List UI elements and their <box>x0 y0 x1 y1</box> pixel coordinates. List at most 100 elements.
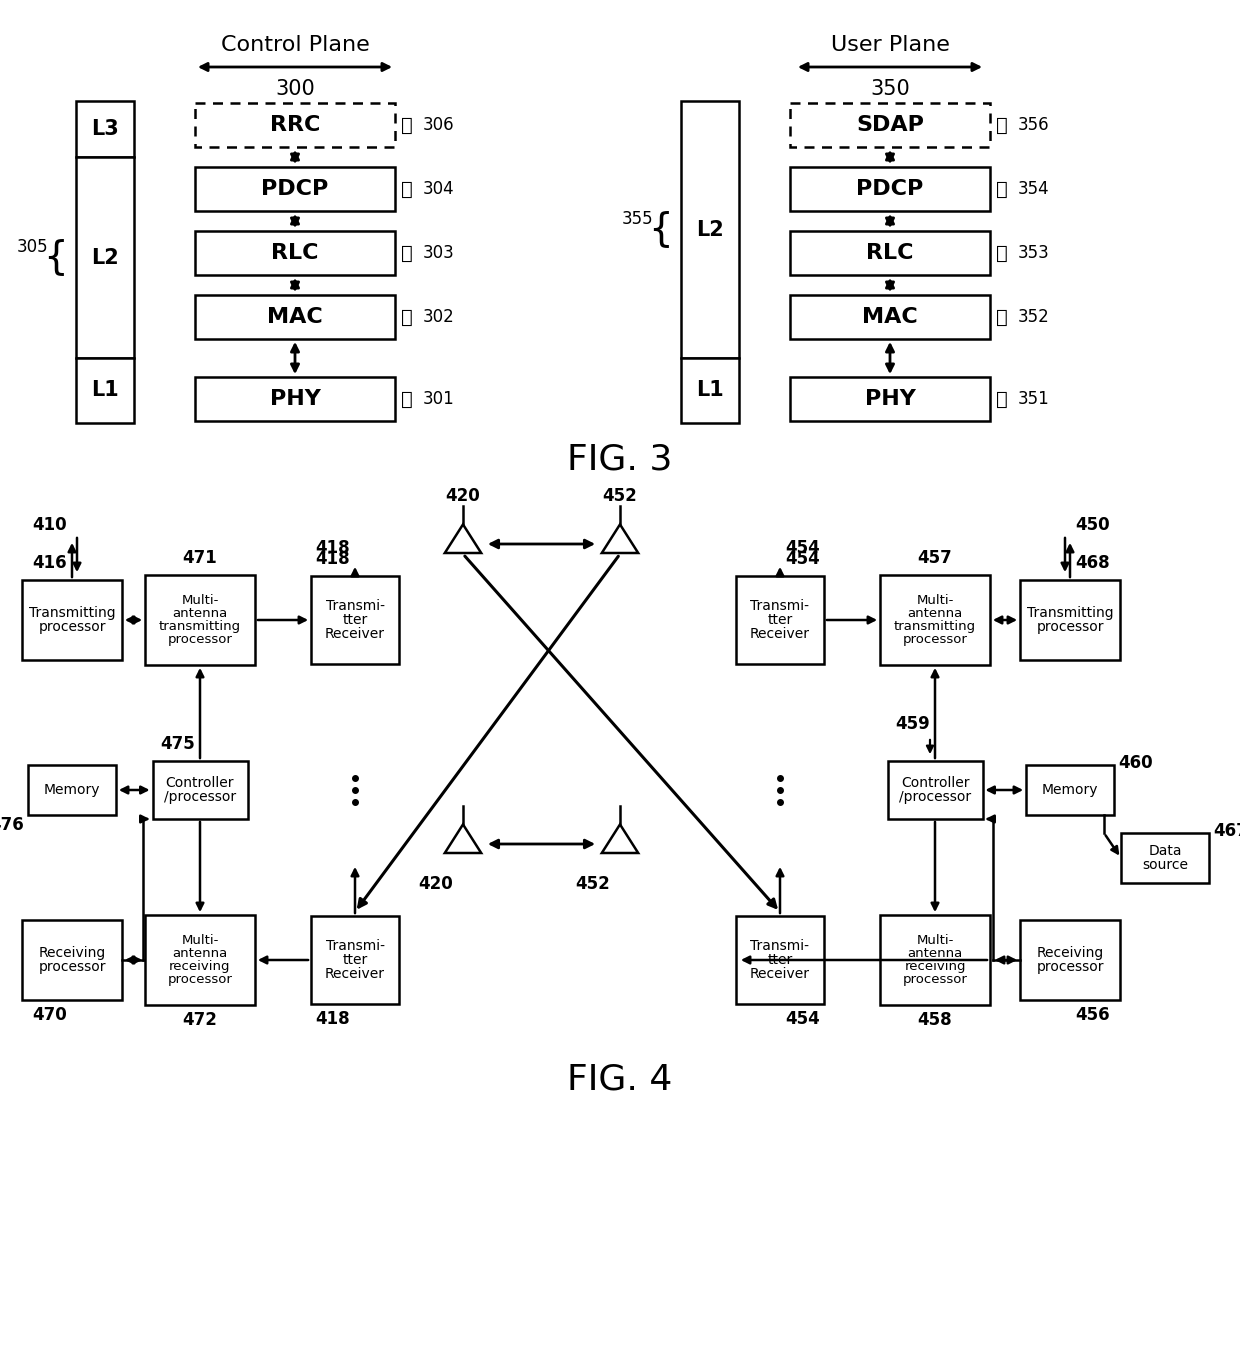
Text: ⸏: ⸏ <box>401 180 413 199</box>
Text: antenna: antenna <box>172 607 228 619</box>
Bar <box>790 168 990 211</box>
Text: 475: 475 <box>160 735 195 753</box>
Bar <box>76 358 134 423</box>
Text: /processor: /processor <box>899 790 971 804</box>
Text: antenna: antenna <box>908 607 962 619</box>
Text: ⸏: ⸏ <box>996 243 1008 262</box>
Text: PDCP: PDCP <box>857 178 924 199</box>
Text: 452: 452 <box>603 487 637 506</box>
Text: Receiver: Receiver <box>325 967 384 982</box>
Bar <box>737 917 825 1005</box>
Text: User Plane: User Plane <box>831 35 950 55</box>
Bar <box>737 576 825 664</box>
Text: Receiving: Receiving <box>38 946 105 960</box>
Text: 352: 352 <box>1018 308 1050 326</box>
Text: 355: 355 <box>621 211 653 228</box>
Text: receiving: receiving <box>904 960 966 973</box>
Text: 350: 350 <box>870 78 910 99</box>
Bar <box>76 101 134 157</box>
Text: Multi-: Multi- <box>916 933 954 946</box>
Text: L1: L1 <box>696 380 724 400</box>
Text: FIG. 3: FIG. 3 <box>568 442 672 476</box>
Text: Multi-: Multi- <box>916 594 954 607</box>
Text: tter: tter <box>342 953 367 967</box>
Bar <box>790 231 990 274</box>
Text: 302: 302 <box>423 308 455 326</box>
Text: PHY: PHY <box>269 389 320 410</box>
Bar <box>681 101 739 358</box>
Text: receiving: receiving <box>169 960 231 973</box>
Text: ⸏: ⸏ <box>996 307 1008 326</box>
Text: 420: 420 <box>445 487 480 506</box>
Bar <box>195 103 396 147</box>
Text: 452: 452 <box>575 875 610 894</box>
Text: MAC: MAC <box>862 307 918 327</box>
Text: ⸏: ⸏ <box>401 389 413 408</box>
Text: MAC: MAC <box>267 307 322 327</box>
Text: ⸏: ⸏ <box>996 115 1008 134</box>
Text: 457: 457 <box>918 549 952 566</box>
Bar <box>888 761 982 819</box>
Polygon shape <box>445 525 481 553</box>
Text: 410: 410 <box>32 516 67 534</box>
Text: 416: 416 <box>32 554 67 572</box>
Bar <box>681 358 739 423</box>
Text: Receiver: Receiver <box>750 967 810 982</box>
Text: 470: 470 <box>32 1006 67 1023</box>
Text: 351: 351 <box>1018 389 1050 408</box>
Text: Multi-: Multi- <box>181 594 218 607</box>
Bar <box>195 377 396 420</box>
Text: 454: 454 <box>785 1010 820 1028</box>
Text: 458: 458 <box>918 1011 952 1029</box>
Text: 300: 300 <box>275 78 315 99</box>
Text: Controller: Controller <box>166 776 234 790</box>
Text: 476: 476 <box>0 817 24 834</box>
Text: Data: Data <box>1148 844 1182 859</box>
Text: 356: 356 <box>1018 116 1049 134</box>
Text: processor: processor <box>1037 960 1104 973</box>
Text: SDAP: SDAP <box>856 115 924 135</box>
Text: 303: 303 <box>423 243 455 262</box>
Bar <box>195 168 396 211</box>
Text: 418: 418 <box>315 539 350 557</box>
Text: tter: tter <box>342 612 367 627</box>
Text: 472: 472 <box>182 1011 217 1029</box>
Bar <box>790 377 990 420</box>
Text: FIG. 4: FIG. 4 <box>568 1063 672 1096</box>
Bar <box>1021 919 1120 1000</box>
Text: processor: processor <box>167 973 232 987</box>
Text: {: { <box>43 238 68 277</box>
Bar <box>880 915 990 1005</box>
Text: processor: processor <box>38 621 105 634</box>
Text: Transmi-: Transmi- <box>750 940 810 953</box>
Text: antenna: antenna <box>908 946 962 960</box>
Text: 305: 305 <box>16 238 48 257</box>
Text: transmitting: transmitting <box>894 621 976 633</box>
Text: Transmi-: Transmi- <box>325 599 384 612</box>
Text: RLC: RLC <box>867 243 914 264</box>
Text: Transmitting: Transmitting <box>1027 606 1114 621</box>
Text: ⸏: ⸏ <box>996 180 1008 199</box>
Text: ⸏: ⸏ <box>996 389 1008 408</box>
Text: RRC: RRC <box>270 115 320 135</box>
Bar <box>1021 580 1120 660</box>
Text: 306: 306 <box>423 116 455 134</box>
Text: source: source <box>1142 859 1188 872</box>
Text: Receiver: Receiver <box>750 627 810 641</box>
Text: processor: processor <box>167 634 232 646</box>
Text: Transmitting: Transmitting <box>29 606 115 621</box>
Text: 420: 420 <box>418 875 453 894</box>
Text: {: { <box>649 211 673 249</box>
Text: /processor: /processor <box>164 790 236 804</box>
Bar <box>880 575 990 665</box>
Text: 467: 467 <box>1213 822 1240 840</box>
Text: PHY: PHY <box>864 389 915 410</box>
Text: Memory: Memory <box>43 783 100 796</box>
Text: processor: processor <box>1037 621 1104 634</box>
Bar <box>195 231 396 274</box>
Bar <box>311 576 399 664</box>
Text: L1: L1 <box>91 380 119 400</box>
Text: L2: L2 <box>91 247 119 268</box>
Bar <box>311 917 399 1005</box>
Text: processor: processor <box>38 960 105 973</box>
